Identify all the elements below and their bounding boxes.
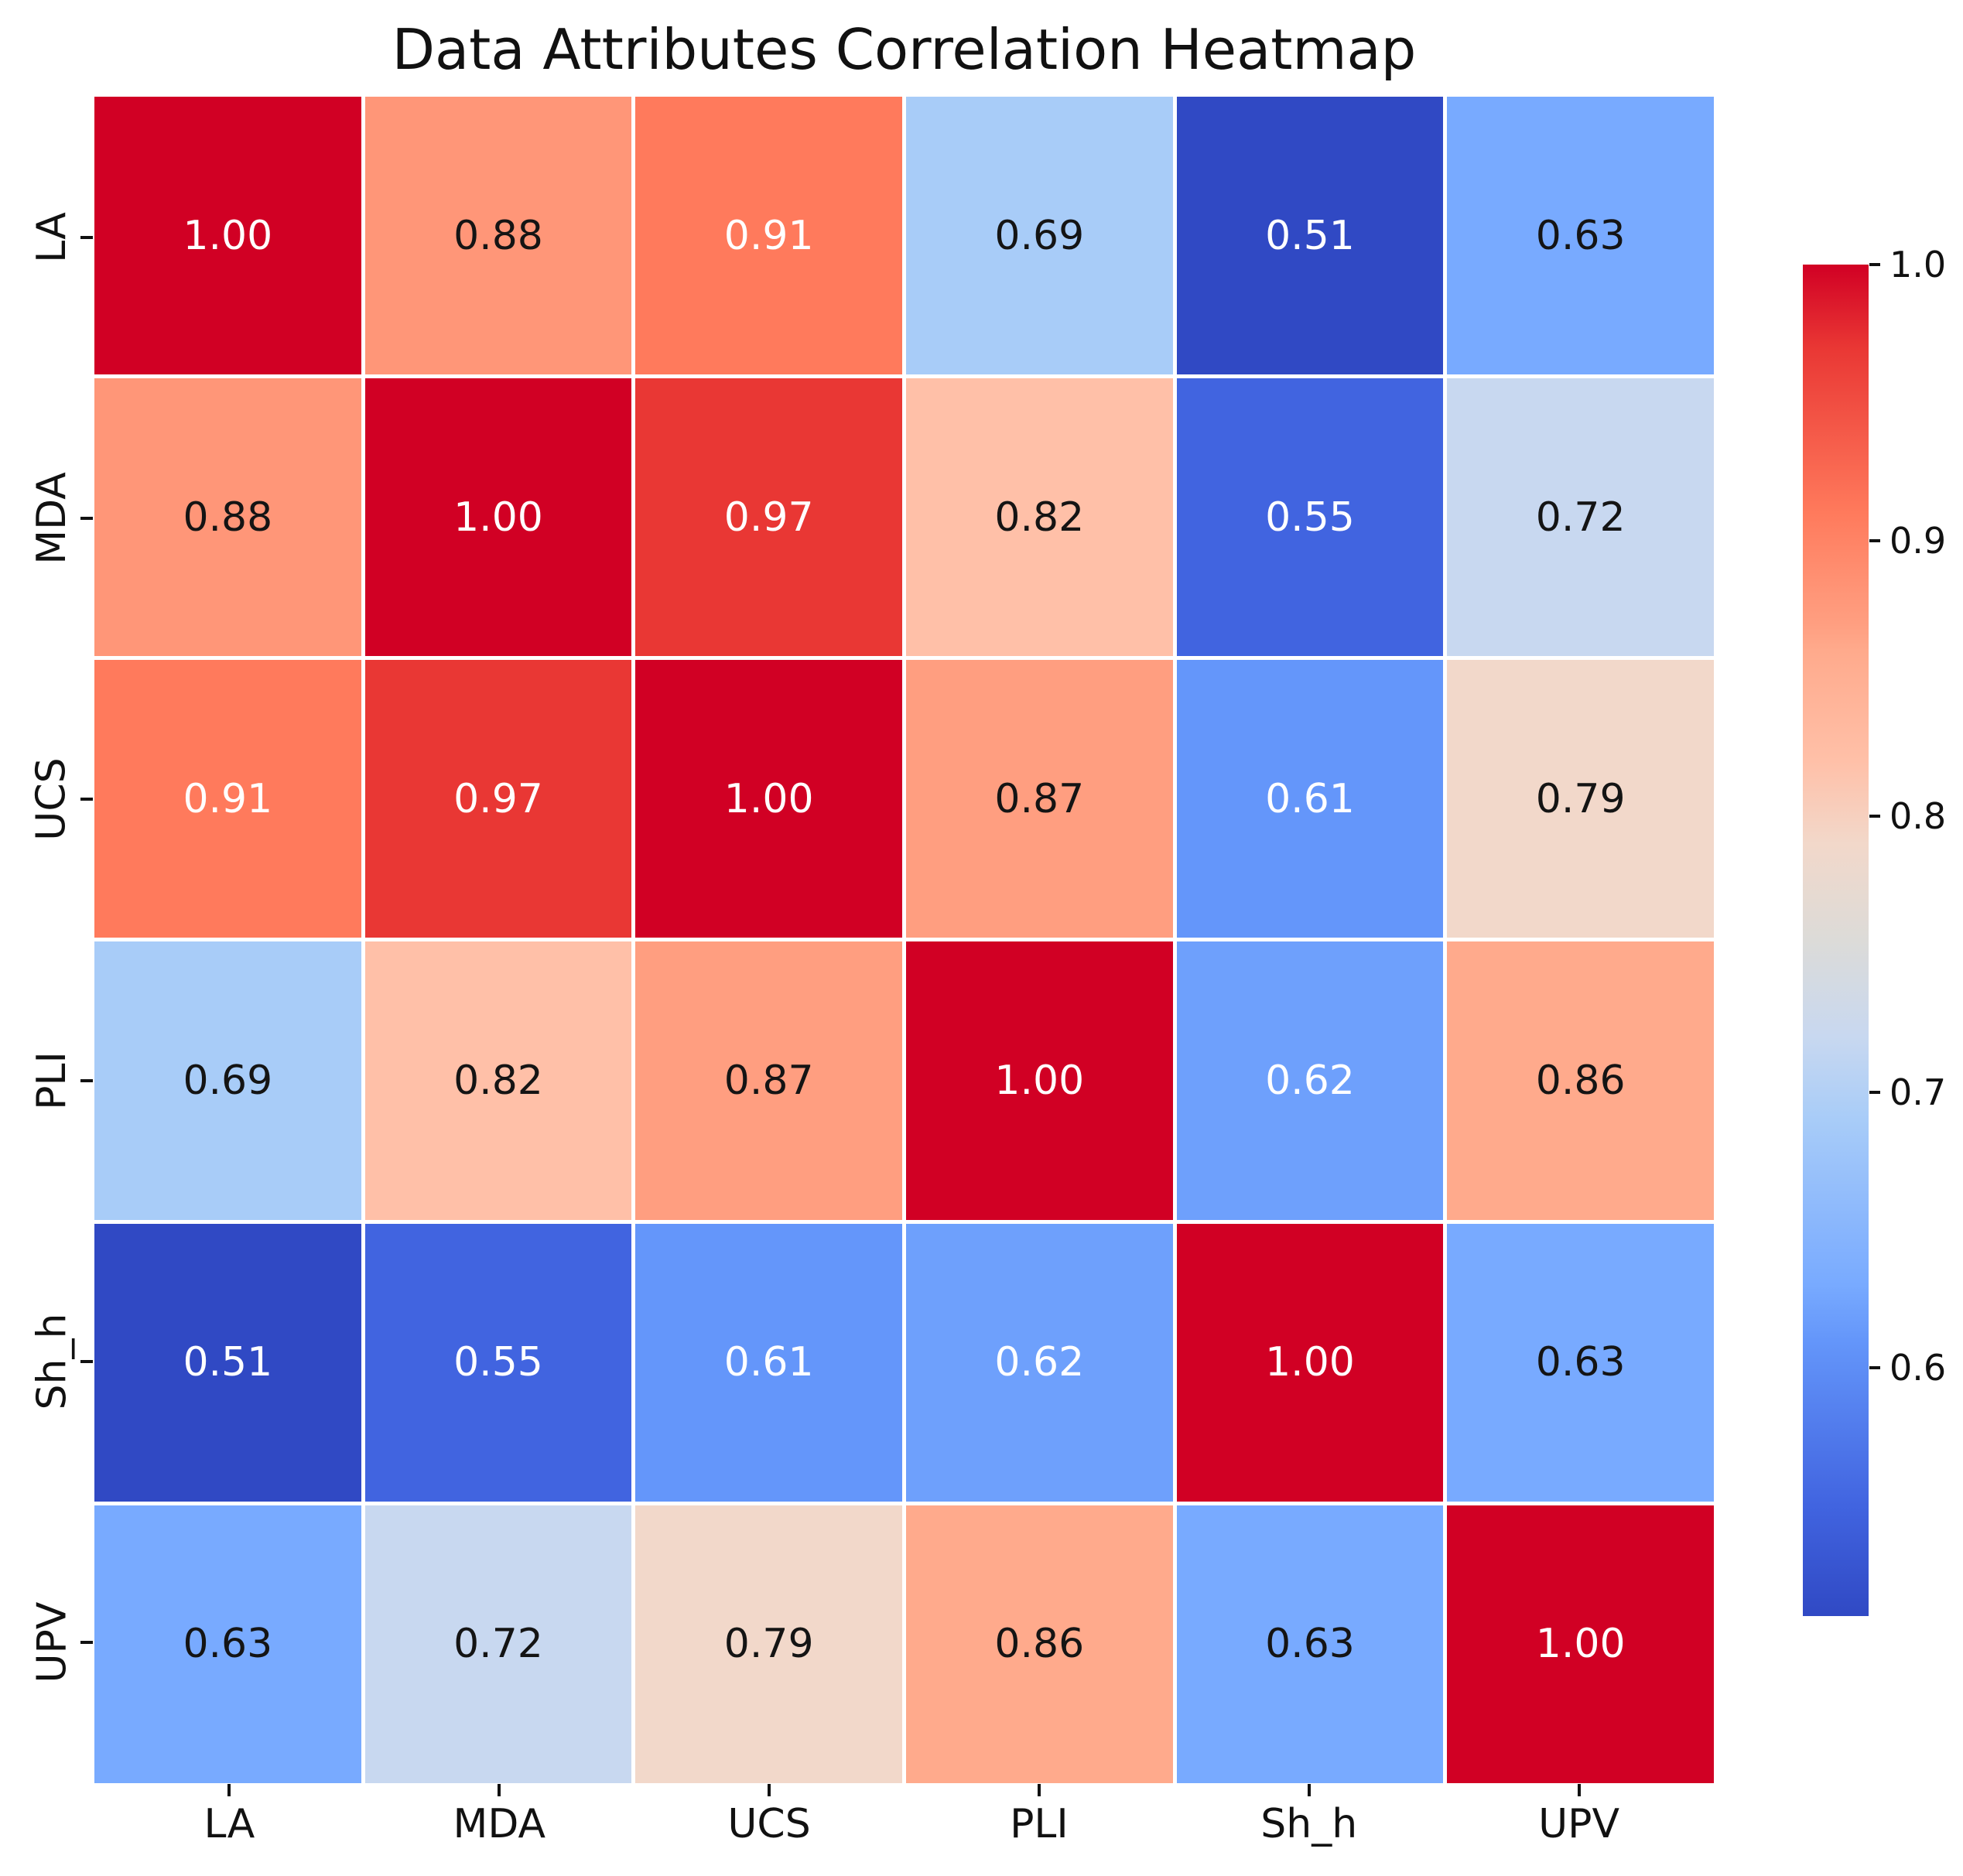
heatmap-cell: 0.82: [364, 941, 632, 1220]
heatmap-grid: 1.00 0.88 0.91 0.69 0.51 0.63 0.88 1.00 0.97 0.82…: [94, 97, 1714, 1783]
colorbar-tick-label: 0.9: [1889, 519, 1947, 562]
colorbar-tick-label: 0.7: [1889, 1071, 1947, 1113]
heatmap-cell: 0.61: [1176, 660, 1444, 938]
heatmap-cell: 0.97: [635, 378, 902, 657]
heatmap-cell: 0.63: [1447, 1223, 1714, 1502]
heatmap-cell: 0.72: [364, 1505, 632, 1783]
heatmap-cell: 0.82: [905, 378, 1173, 657]
x-tick-mark: [1307, 1784, 1311, 1796]
heatmap-cell: 1.00: [1447, 1505, 1714, 1783]
heatmap-cell: 1.00: [905, 941, 1173, 1220]
heatmap-cell: 0.63: [1176, 1505, 1444, 1783]
y-tick-label-PLI: PLI: [22, 1034, 82, 1127]
y-tick-mark: [80, 1360, 93, 1363]
heatmap-cell: 0.51: [1176, 97, 1444, 375]
y-tick-label-Sh_h: Sh_h: [22, 1313, 82, 1410]
heatmap-cell: 0.97: [364, 660, 632, 938]
heatmap-cell: 0.79: [1447, 660, 1714, 938]
heatmap-cell: 1.00: [635, 660, 902, 938]
heatmap-cell: 0.51: [94, 1223, 361, 1502]
x-tick-label-UPV: UPV: [1538, 1801, 1620, 1847]
x-tick-mark: [768, 1784, 771, 1796]
x-tick-label-UCS: UCS: [727, 1801, 811, 1847]
x-tick-mark: [1037, 1784, 1041, 1796]
x-tick-label-MDA: MDA: [453, 1801, 546, 1847]
y-tick-label-MDA: MDA: [22, 472, 82, 565]
x-tick-label-Sh_h: Sh_h: [1260, 1801, 1358, 1847]
heatmap-cell: 0.69: [94, 941, 361, 1220]
y-tick-label-text: LA: [29, 211, 75, 263]
heatmap-cell: 0.61: [635, 1223, 902, 1502]
x-tick-label-LA: LA: [203, 1801, 255, 1847]
y-tick-label-text: UCS: [29, 757, 76, 842]
heatmap-cell: 0.87: [635, 941, 902, 1220]
heatmap-cell: 1.00: [94, 97, 361, 375]
colorbar-tick-mark: [1869, 538, 1880, 542]
heatmap-cell: 0.86: [1447, 941, 1714, 1220]
x-tick-label-PLI: PLI: [1010, 1801, 1069, 1847]
y-tick-mark: [80, 517, 93, 520]
heatmap-cell: 0.62: [905, 1223, 1173, 1502]
y-tick-label-text: PLI: [28, 1051, 75, 1110]
heatmap-cell: 0.79: [635, 1505, 902, 1783]
chart-title: Data Attributes Correlation Heatmap: [392, 17, 1417, 82]
heatmap-cell: 0.88: [94, 378, 361, 657]
x-tick-mark: [1577, 1784, 1581, 1796]
heatmap-cell: 0.55: [364, 1223, 632, 1502]
colorbar-tick-label: 0.6: [1889, 1347, 1947, 1389]
heatmap-cell: 0.69: [905, 97, 1173, 375]
heatmap-cell: 0.63: [94, 1505, 361, 1783]
colorbar-tick-mark: [1869, 1366, 1880, 1370]
colorbar: [1803, 265, 1869, 1616]
colorbar-tick-mark: [1869, 1090, 1880, 1094]
colorbar-tick-label: 0.8: [1889, 795, 1947, 838]
colorbar-tick-label: 1.0: [1889, 244, 1947, 285]
y-tick-label-text: MDA: [29, 472, 76, 565]
heatmap-cell: 0.91: [94, 660, 361, 938]
x-tick-mark: [227, 1784, 231, 1796]
heatmap-cell: 1.00: [1176, 1223, 1444, 1502]
heatmap-cell: 0.63: [1447, 97, 1714, 375]
heatmap-cell: 1.00: [364, 378, 632, 657]
heatmap-cell: 0.86: [905, 1505, 1173, 1783]
colorbar-tick-mark: [1869, 815, 1880, 818]
y-tick-label-LA: LA: [22, 191, 82, 284]
x-tick-mark: [498, 1784, 501, 1796]
y-tick-mark: [80, 1641, 93, 1645]
heatmap-cell: 0.55: [1176, 378, 1444, 657]
heatmap-cell: 0.62: [1176, 941, 1444, 1220]
heatmap-cell: 0.87: [905, 660, 1173, 938]
y-tick-mark: [80, 235, 93, 239]
heatmap-cell: 0.91: [635, 97, 902, 375]
y-tick-label-UCS: UCS: [22, 753, 82, 846]
y-tick-label-text: Sh_h: [29, 1313, 76, 1410]
colorbar-tick-mark: [1869, 263, 1880, 266]
y-tick-label-text: UPV: [29, 1601, 75, 1683]
y-tick-label-UPV: UPV: [22, 1596, 82, 1689]
y-tick-mark: [80, 798, 93, 801]
heatmap-cell: 0.72: [1447, 378, 1714, 657]
y-tick-mark: [80, 1078, 93, 1082]
heatmap-cell: 0.88: [364, 97, 632, 375]
